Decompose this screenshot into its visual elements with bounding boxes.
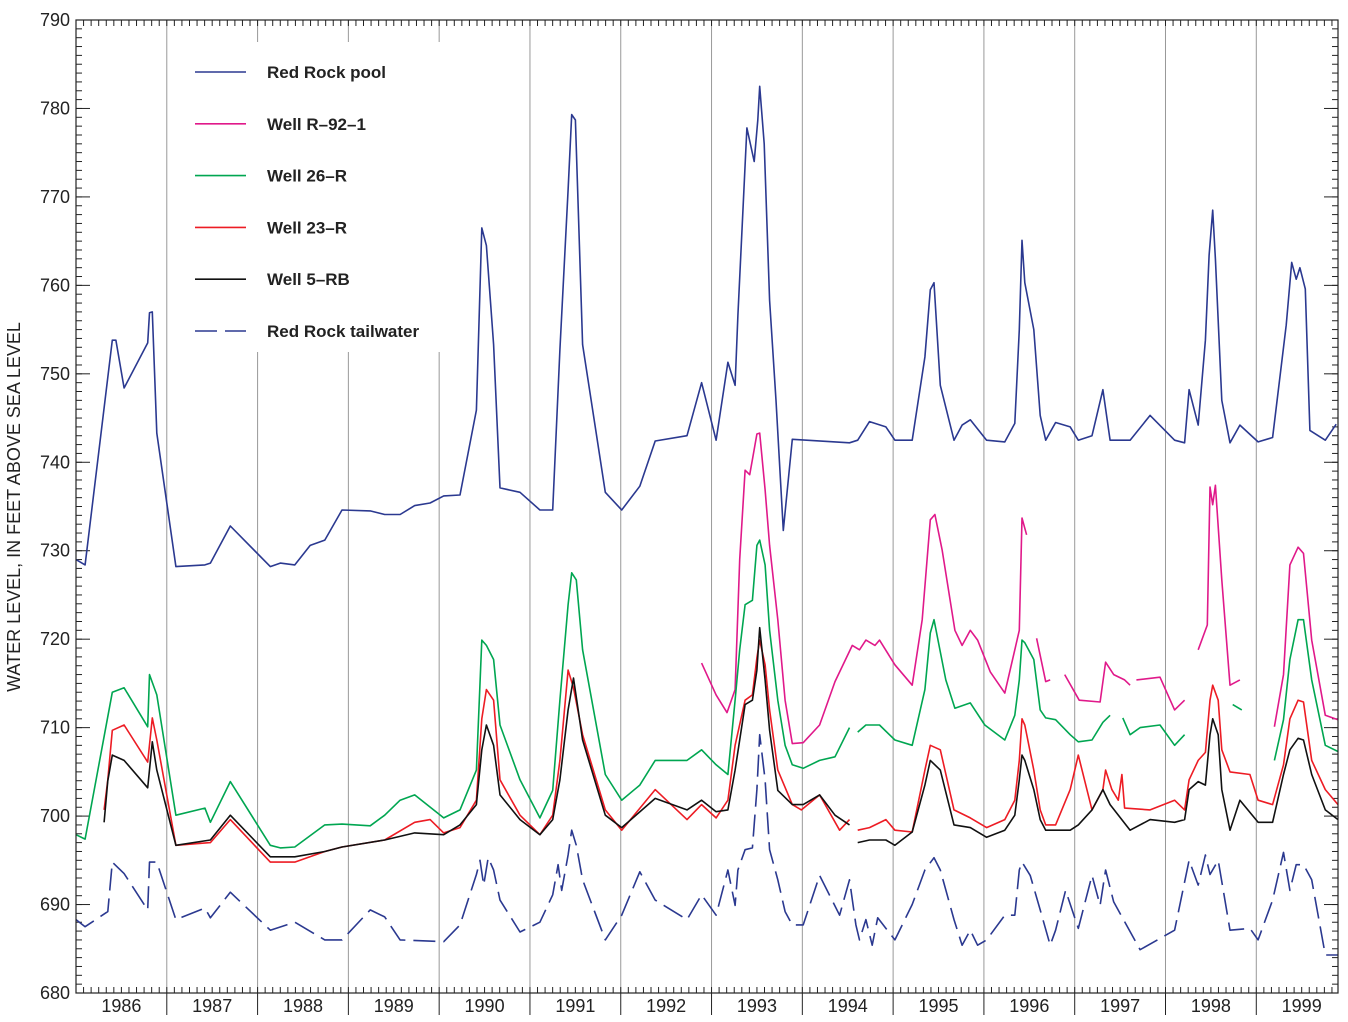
series-line — [103, 626, 1339, 858]
legend-label: Well 5–RB — [267, 270, 350, 289]
legend-label: Well R–92–1 — [267, 115, 366, 134]
y-tick-label: 700 — [40, 806, 70, 826]
series-line — [700, 432, 1339, 745]
x-tick-label: 1997 — [1100, 996, 1140, 1016]
legend-label: Red Rock tailwater — [267, 322, 419, 341]
y-tick-label: 730 — [40, 541, 70, 561]
y-tick-label: 740 — [40, 452, 70, 472]
legend-box — [172, 42, 472, 352]
x-tick-label: 1986 — [101, 996, 141, 1016]
x-tick-label: 1996 — [1009, 996, 1049, 1016]
y-tick-label: 790 — [40, 10, 70, 30]
x-tick-label: 1991 — [555, 996, 595, 1016]
x-tick-label: 1987 — [192, 996, 232, 1016]
legend-label: Well 26–R — [267, 167, 347, 186]
x-tick-label: 1992 — [646, 996, 686, 1016]
y-tick-label: 710 — [40, 718, 70, 738]
x-tick-label: 1994 — [828, 996, 868, 1016]
series-line — [75, 733, 1338, 956]
series-line — [75, 85, 1337, 568]
legend-label: Well 23–R — [267, 218, 347, 237]
x-tick-label: 1995 — [918, 996, 958, 1016]
y-tick-label: 720 — [40, 629, 70, 649]
y-tick-label: 760 — [40, 275, 70, 295]
y-tick-label: 780 — [40, 98, 70, 118]
y-tick-label: 680 — [40, 983, 70, 1003]
legend-label: Red Rock pool — [267, 63, 386, 82]
y-axis-label: WATER LEVEL, IN FEET ABOVE SEA LEVEL — [4, 322, 24, 692]
y-tick-label: 690 — [40, 895, 70, 915]
y-tick-label: 770 — [40, 187, 70, 207]
x-tick-label: 1999 — [1282, 996, 1322, 1016]
plot-frame — [75, 19, 1339, 994]
x-tick-label: 1993 — [737, 996, 777, 1016]
series-line — [75, 539, 1339, 849]
series-line — [103, 639, 1339, 863]
x-tick-label: 1990 — [465, 996, 505, 1016]
y-tick-label: 750 — [40, 364, 70, 384]
x-tick-label: 1989 — [374, 996, 414, 1016]
x-tick-label: 1998 — [1191, 996, 1231, 1016]
x-tick-label: 1988 — [283, 996, 323, 1016]
